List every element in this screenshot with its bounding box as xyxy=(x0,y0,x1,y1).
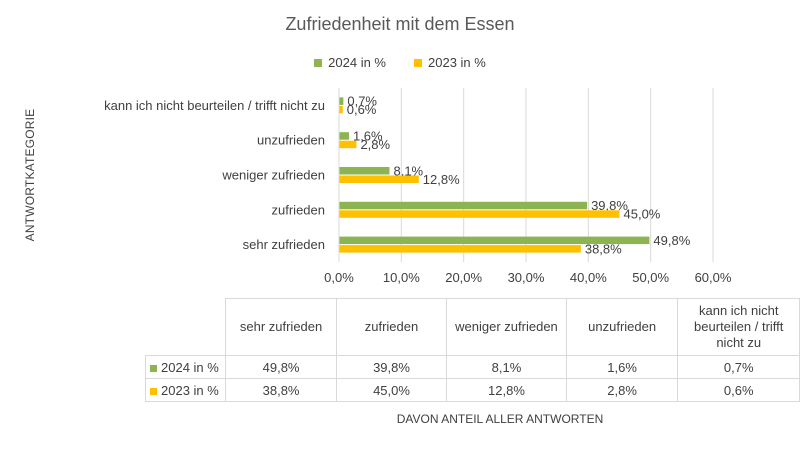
bar xyxy=(339,167,390,175)
data-table-corner xyxy=(145,298,227,356)
data-label: 0,6% xyxy=(347,102,377,117)
x-tick-label: 60,0% xyxy=(695,270,732,285)
y-tick-label: zufrieden xyxy=(272,202,325,217)
data-label: 1,6% xyxy=(353,128,383,143)
table-cell: 12,8% xyxy=(446,378,567,402)
col-header-sehr-zufrieden: sehr zufrieden xyxy=(225,298,337,356)
x-tick-label: 10,0% xyxy=(383,270,420,285)
data-label: 12,8% xyxy=(423,172,460,187)
data-label: 8,1% xyxy=(393,163,423,178)
table-cell: 8,1% xyxy=(446,355,567,379)
row-swatch-2024 xyxy=(150,364,157,372)
bar xyxy=(339,236,650,245)
row-label-2024: 2024 in % xyxy=(144,355,227,379)
legend-item-2023: 2023 in % xyxy=(414,55,486,70)
bar xyxy=(339,175,419,183)
row-swatch-2023 xyxy=(150,387,157,395)
y-tick-label: unzufrieden xyxy=(257,133,325,148)
bar xyxy=(339,105,343,114)
col-header-weniger-zufrieden: weniger zufrieden xyxy=(446,298,567,356)
legend-label-2024: 2024 in % xyxy=(328,55,386,70)
data-label: 45,0% xyxy=(624,207,661,222)
legend: 2024 in % 2023 in % xyxy=(0,55,800,70)
data-label: 38,8% xyxy=(585,241,622,256)
y-tick-label: sehr zufrieden xyxy=(243,237,325,252)
legend-label-2023: 2023 in % xyxy=(428,55,486,70)
y-tick-label: weniger zufrieden xyxy=(221,168,325,183)
table-cell: 38,8% xyxy=(225,378,337,402)
x-tick-label: 40,0% xyxy=(570,270,607,285)
col-header-kann-nicht-beurteilen: kann ich nicht beurteilen / trifft nicht… xyxy=(677,298,800,356)
legend-swatch-2024 xyxy=(314,58,323,67)
col-header-unzufrieden: unzufrieden xyxy=(565,298,679,356)
bar xyxy=(339,132,349,140)
table-row-2023: 2023 in % 38,8% 45,0% 12,8% 2,8% 0,6% xyxy=(144,378,800,402)
data-label: 49,8% xyxy=(653,233,690,248)
table-cell: 0,7% xyxy=(677,355,800,379)
col-header-zufrieden: zufrieden xyxy=(335,298,448,356)
bar xyxy=(339,245,581,253)
bar xyxy=(339,97,344,105)
table-cell: 2,8% xyxy=(565,378,679,402)
y-tick-label: kann ich nicht beurteilen / trifft nicht… xyxy=(104,98,325,113)
data-label: 0,7% xyxy=(347,94,377,109)
bar xyxy=(339,201,588,210)
x-tick-label: 20,0% xyxy=(445,270,482,285)
x-tick-label: 30,0% xyxy=(508,270,545,285)
x-tick-label: 0,0% xyxy=(324,270,354,285)
bar xyxy=(339,140,357,149)
x-axis-title: DAVON ANTEIL ALLER ANTWORTEN xyxy=(396,412,604,426)
legend-item-2024: 2024 in % xyxy=(314,55,386,70)
table-row-2024: 2024 in % 49,8% 39,8% 8,1% 1,6% 0,7% xyxy=(144,355,800,379)
x-tick-label: 50,0% xyxy=(632,270,669,285)
table-cell: 39,8% xyxy=(335,355,448,379)
table-cell: 1,6% xyxy=(565,355,679,379)
chart-title: Zufriedenheit mit dem Essen xyxy=(285,14,515,34)
row-label-text-2024: 2024 in % xyxy=(161,359,219,375)
legend-swatch-2023 xyxy=(414,58,422,67)
data-table: sehr zufrieden zufrieden weniger zufried… xyxy=(144,298,800,402)
table-cell: 45,0% xyxy=(335,378,448,402)
bar-chart: 0,0% 10,0% 20,0% 30,0% 40,0% 50,0% 60,0% sehr z… xyxy=(104,88,732,285)
data-label: 39,8% xyxy=(591,198,628,213)
data-table-header-row: sehr zufrieden zufrieden weniger zufried… xyxy=(145,298,800,356)
row-label-text-2023: 2023 in % xyxy=(161,382,219,398)
bar xyxy=(339,210,620,218)
data-label: 2,8% xyxy=(360,137,390,152)
table-cell: 0,6% xyxy=(677,378,800,402)
row-label-2023: 2023 in % xyxy=(144,378,227,402)
table-cell: 49,8% xyxy=(225,355,337,379)
